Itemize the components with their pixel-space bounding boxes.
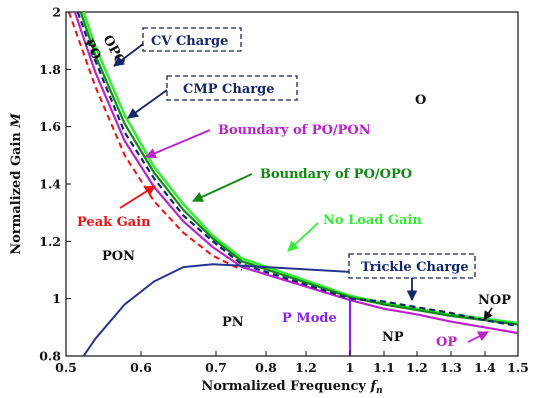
y-axis-label-symbol: M [9, 113, 24, 129]
series-line-boundary-of-po-opo [79, 12, 518, 326]
x-tick-label: 1.3 [440, 360, 462, 375]
boundary-po-pon-arrow [145, 129, 211, 159]
y-tick-label: 1.6 [39, 119, 61, 134]
series-line-cmp-charge [76, 12, 351, 300]
y-axis-ticks: 0.8 1 1.2 1.4 1.6 1.8 2 [39, 5, 71, 364]
x-tick-label: 1.4 [474, 360, 496, 375]
y-axis-label-text: Normalized Gain [9, 132, 24, 255]
y-axis-label: Normalized Gain M [9, 113, 24, 255]
series-line-no-load-gain [82, 12, 518, 325]
no-load-gain-label: No Load Gain [323, 213, 422, 228]
x-axis-label-subscript: n [376, 386, 383, 396]
op-arrow [467, 331, 489, 343]
y-tick-label: 1 [52, 291, 61, 306]
region-label-pn: PN [222, 315, 244, 330]
x-tick-label: 0.8 [255, 360, 277, 375]
y-tick-label: 1.2 [39, 234, 61, 249]
cv-charge-label: CV Charge [151, 34, 228, 49]
x-axis-label-symbol: f [369, 379, 378, 394]
region-label-pon: PON [102, 249, 135, 264]
x-tick-label: 1.2 [406, 360, 428, 375]
y-tick-label: 2 [52, 5, 61, 20]
region-label-nop: NOP [478, 293, 511, 308]
trickle-charge-label: Trickle Charge [361, 260, 469, 275]
series-line-curve-6 [82, 263, 418, 356]
x-axis-label-text: Normalized Frequency [201, 379, 366, 394]
x-tick-label: 1.1 [373, 360, 395, 375]
cv-charge-arrow [113, 43, 144, 67]
x-tick-label: 1.2 [295, 360, 317, 375]
region-label-np: NP [382, 330, 404, 345]
y-tick-label: 1.8 [39, 62, 61, 77]
x-axis-label: Normalized Frequency fn [201, 379, 382, 396]
plot-area [65, 11, 519, 357]
x-tick-label: 0.6 [130, 360, 152, 375]
y-tick-label: 1.4 [39, 177, 61, 192]
x-tick-label: 1.5 [507, 360, 529, 375]
peak-gain-arrow [119, 185, 156, 209]
series-layer [67, 12, 518, 356]
cmp-charge-arrow [127, 89, 168, 119]
nop-arrow [483, 307, 493, 321]
region-label-op: OP [436, 335, 457, 350]
series-line-trickle-charge [349, 297, 518, 327]
x-tick-label: 0.5 [55, 360, 77, 375]
no-load-gain-arrow [287, 222, 319, 252]
series-line-boundary-of-po-pon [73, 12, 518, 335]
x-tick-label: 0.7 [205, 360, 227, 375]
p-mode-label: P Mode [282, 311, 337, 326]
peak-gain-label: Peak Gain [77, 215, 151, 230]
x-tick-label: 1 [346, 360, 355, 375]
y-tick-label: 0.8 [39, 349, 61, 364]
cv-charge-box [142, 27, 242, 52]
trickle-charge-box [348, 253, 476, 279]
x-axis-ticks: 0.5 0.6 0.7 0.8 1.2 1 1.1 1.2 1.3 1.4 1.5 [55, 351, 529, 375]
boundary-po-opo-label: Boundary of PO/OPO [260, 167, 412, 182]
region-label-o: O [415, 93, 426, 108]
boundary-po-pon-label: Boundary of PO/PON [218, 123, 371, 138]
cmp-charge-box [166, 75, 298, 101]
cmp-charge-label: CMP Charge [183, 82, 274, 97]
boundary-po-opo-arrow [192, 173, 253, 202]
